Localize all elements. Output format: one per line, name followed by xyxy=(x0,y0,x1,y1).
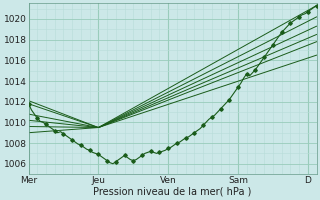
X-axis label: Pression niveau de la mer( hPa ): Pression niveau de la mer( hPa ) xyxy=(93,187,252,197)
